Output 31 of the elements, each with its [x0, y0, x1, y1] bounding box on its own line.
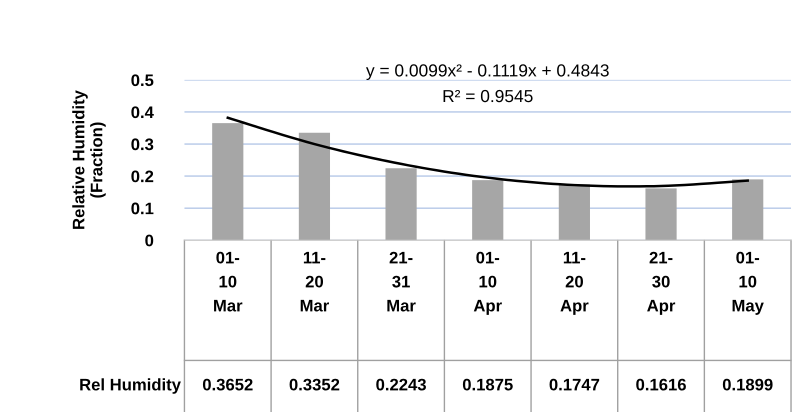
- text: Rel Humidity: [80, 378, 181, 394]
- annotation: R² = 0.9545: [444, 90, 533, 102]
- data-label: 0.1875: [462, 378, 513, 391]
- data-label: 0.3352: [290, 378, 340, 391]
- y-tick-label: 0.5: [131, 74, 154, 86]
- data-label: 0.2243: [376, 378, 426, 391]
- annotation: y = 0.0099x² - 0.1119x + 0.4843: [366, 64, 609, 80]
- x-tick-label: 01- 10 May: [732, 252, 764, 315]
- bar: [558, 184, 590, 240]
- x-tick-label: 21- 30 Apr: [647, 252, 676, 315]
- x-tick-label: 11- 20 Mar: [300, 252, 329, 312]
- y-tick-label: 0.1: [131, 202, 154, 214]
- y-tick-label: 0: [145, 234, 154, 246]
- bar: [212, 123, 244, 240]
- data-label: 0.3652: [202, 378, 253, 391]
- bar: [298, 132, 330, 240]
- x-tick-label: 01- 10 Mar: [214, 252, 242, 312]
- x-tick-label: 01- 10 Apr: [474, 252, 502, 315]
- y-axis-title: Relative Humidity (Fraction): [72, 90, 106, 229]
- data-label: 0.1747: [550, 378, 600, 391]
- bar: [385, 168, 417, 240]
- bar: [472, 180, 504, 240]
- y-tick-label: 0.3: [131, 138, 154, 150]
- x-tick-label: 21- 31 Mar: [387, 252, 416, 312]
- y-tick-label: 0.4: [131, 106, 154, 118]
- y-tick-label: 0.2: [131, 170, 154, 182]
- x-tick-label: 11- 20 Apr: [560, 252, 588, 315]
- bar: [645, 188, 677, 240]
- bar: [732, 179, 764, 240]
- data-label: 0.1899: [722, 378, 773, 391]
- data-label: 0.1616: [636, 378, 686, 391]
